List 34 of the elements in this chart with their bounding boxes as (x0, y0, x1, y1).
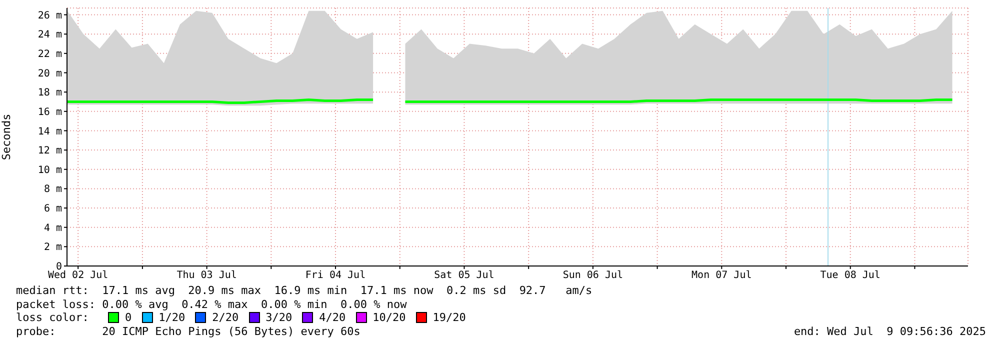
y-tick-label: 2 m (44, 242, 62, 254)
x-tick-label: Fri 04 Jul (305, 270, 366, 282)
legend-label: 3/20 (264, 311, 292, 324)
y-tick-label: 4 m (44, 222, 62, 234)
legend-label: 2/20 (211, 311, 239, 324)
legend-label: 10/20 (372, 311, 406, 324)
legend-label: 4/20 (318, 311, 346, 324)
text: packet loss: 0.00 % avg 0.42 % max 0.00 % min 0.00 % now (16, 298, 408, 311)
text: median rtt: 17.1 ms avg 20.9 ms max 16.9 ms min 17.1 ms now 0.2 ms sd 92.7 am/s (16, 284, 594, 298)
text: probe: 20 ICMP Echo Pings (56 Bytes) every 60s (16, 324, 360, 338)
y-tick-label: 14 m (38, 126, 62, 138)
x-tick-label: Sun 06 Jul (562, 270, 624, 282)
y-tick-label: 22 m (38, 48, 62, 60)
y-tick-label: 26 m (38, 10, 62, 22)
y-tick-label: 16 m (38, 106, 62, 118)
x-tick-label: Tue 08 Jul (820, 270, 880, 282)
x-tick-label: Sat 05 Jul (434, 270, 494, 282)
y-axis-title: Seconds (0, 114, 13, 160)
x-tick-label: Thu 03 Jul (176, 270, 237, 282)
y-tick-label: 20 m (38, 68, 62, 80)
legend-label: 19/20 (432, 311, 466, 324)
x-tick-label: Wed 02 Jul (48, 270, 108, 282)
text: end: Wed Jul 9 09:56:36 2025 (794, 324, 986, 338)
y-tick-label: 6 m (44, 204, 62, 215)
y-tick-label: 0 (56, 262, 62, 273)
y-tick-label: 24 m (38, 30, 62, 41)
legend-label: 1/20 (158, 311, 186, 324)
legend-label: 0 (124, 311, 132, 324)
y-tick-label: 18 m (38, 88, 62, 99)
legend-title: loss color: (16, 311, 90, 324)
y-tick-label: 8 m (44, 184, 62, 196)
y-tick-label: 12 m (38, 146, 62, 157)
y-tick-label: 10 m (38, 164, 62, 176)
x-tick-label: Mon 07 Jul (692, 270, 752, 282)
